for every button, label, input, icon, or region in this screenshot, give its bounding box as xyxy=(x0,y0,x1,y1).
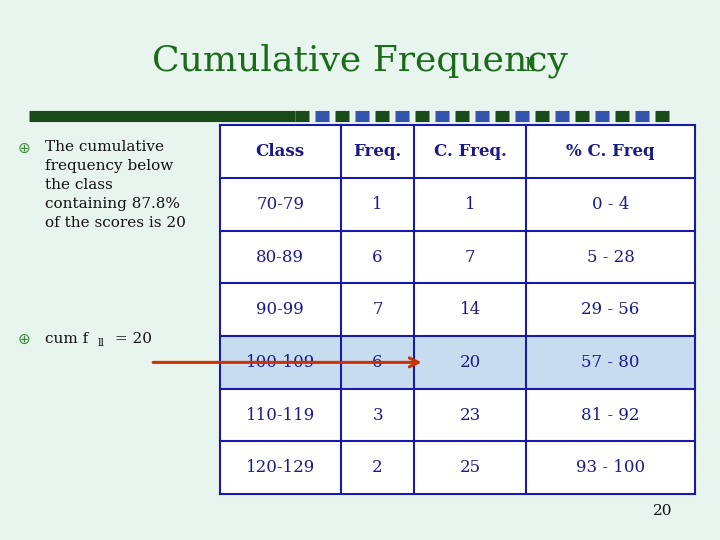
Text: Cumulative Frequency: Cumulative Frequency xyxy=(152,43,568,78)
Text: 14: 14 xyxy=(459,301,481,318)
Bar xyxy=(220,125,695,178)
Text: 80-89: 80-89 xyxy=(256,248,304,266)
Text: 81 - 92: 81 - 92 xyxy=(581,407,639,423)
Text: 93 - 100: 93 - 100 xyxy=(576,459,645,476)
Text: Freq.: Freq. xyxy=(354,143,402,160)
Text: 1: 1 xyxy=(465,196,476,213)
Text: 110-119: 110-119 xyxy=(246,407,315,423)
Text: 25: 25 xyxy=(459,459,481,476)
Bar xyxy=(220,231,695,284)
Text: 29 - 56: 29 - 56 xyxy=(581,301,639,318)
Text: 70-79: 70-79 xyxy=(256,196,304,213)
Text: 20: 20 xyxy=(459,354,481,371)
Bar xyxy=(220,284,695,336)
Text: ll: ll xyxy=(524,57,536,75)
Text: 2: 2 xyxy=(372,459,383,476)
Text: 7: 7 xyxy=(372,301,383,318)
Text: 3: 3 xyxy=(372,407,383,423)
Text: 23: 23 xyxy=(459,407,481,423)
Text: 1: 1 xyxy=(372,196,383,213)
Text: ⊕: ⊕ xyxy=(18,332,31,347)
Text: cum f: cum f xyxy=(45,332,89,346)
Bar xyxy=(220,441,695,494)
Bar xyxy=(220,178,695,231)
Text: 5 - 28: 5 - 28 xyxy=(587,248,634,266)
Text: 0 - 4: 0 - 4 xyxy=(592,196,629,213)
Text: 57 - 80: 57 - 80 xyxy=(581,354,639,371)
Text: 100-109: 100-109 xyxy=(246,354,315,371)
Text: The cumulative
frequency below
the class
containing 87.8%
of the scores is 20: The cumulative frequency below the class… xyxy=(45,140,186,230)
Text: 7: 7 xyxy=(465,248,476,266)
Text: C. Freq.: C. Freq. xyxy=(434,143,507,160)
Text: = 20: = 20 xyxy=(110,332,153,346)
Bar xyxy=(220,336,695,389)
Bar xyxy=(220,389,695,441)
Text: 6: 6 xyxy=(372,354,383,371)
Text: 20: 20 xyxy=(652,504,672,518)
Text: 90-99: 90-99 xyxy=(256,301,304,318)
Text: Class: Class xyxy=(256,143,305,160)
Text: 120-129: 120-129 xyxy=(246,459,315,476)
Text: % C. Freq: % C. Freq xyxy=(566,143,654,160)
Text: ll: ll xyxy=(97,338,104,348)
Text: 6: 6 xyxy=(372,248,383,266)
Text: ⊕: ⊕ xyxy=(18,140,31,156)
